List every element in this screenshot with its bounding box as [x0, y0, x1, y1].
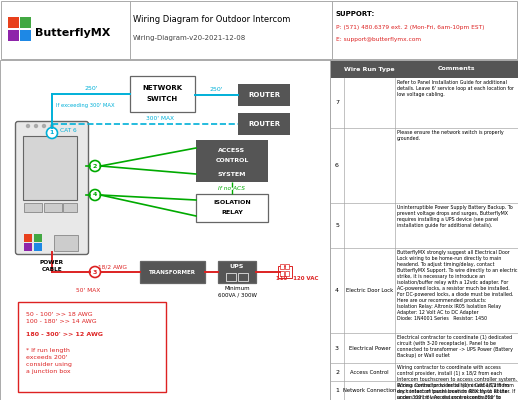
Circle shape — [90, 160, 100, 172]
Text: SYSTEM: SYSTEM — [218, 172, 246, 176]
Text: 110 - 120 VAC: 110 - 120 VAC — [276, 276, 319, 280]
Bar — [238, 113, 290, 135]
Bar — [34, 243, 42, 251]
Text: 1: 1 — [50, 130, 54, 136]
Text: 250': 250' — [210, 87, 223, 92]
Text: If no ACS: If no ACS — [219, 186, 246, 192]
Bar — [24, 203, 42, 212]
Text: ROUTER: ROUTER — [248, 121, 280, 127]
Text: 6: 6 — [335, 163, 339, 168]
Bar — [130, 76, 195, 112]
Text: Wiring Diagram for Outdoor Intercom: Wiring Diagram for Outdoor Intercom — [133, 16, 291, 24]
Text: 3: 3 — [93, 270, 97, 274]
Text: Wiring-Diagram-v20-2021-12-08: Wiring-Diagram-v20-2021-12-08 — [133, 35, 246, 41]
Text: 50 - 100' >> 18 AWG
100 - 180' >> 14 AWG: 50 - 100' >> 18 AWG 100 - 180' >> 14 AWG — [26, 312, 97, 324]
Bar — [238, 84, 290, 106]
Text: Access Control: Access Control — [350, 370, 389, 374]
Text: 3: 3 — [335, 346, 339, 350]
Text: ButterflyMX strongly suggest all Electrical Door Lock wiring to be home-run dire: ButterflyMX strongly suggest all Electri… — [397, 250, 517, 321]
Circle shape — [50, 124, 54, 128]
Text: ButterflyMX: ButterflyMX — [35, 28, 110, 38]
Text: Comments: Comments — [438, 66, 475, 72]
Text: Wire Run Type: Wire Run Type — [344, 66, 395, 72]
Text: 5: 5 — [335, 223, 339, 228]
Bar — [24, 234, 32, 242]
Bar — [20, 30, 31, 41]
Bar — [8, 17, 19, 28]
Bar — [24, 243, 32, 251]
Bar — [226, 273, 236, 281]
FancyBboxPatch shape — [16, 122, 89, 254]
Text: TRANSFORMER: TRANSFORMER — [149, 270, 196, 274]
Text: 4: 4 — [93, 192, 97, 198]
Bar — [330, 60, 518, 78]
Bar — [140, 261, 205, 283]
Text: ACCESS: ACCESS — [219, 148, 246, 152]
Text: RELAY: RELAY — [221, 210, 243, 216]
Circle shape — [42, 124, 46, 128]
Text: 50' MAX: 50' MAX — [76, 288, 100, 292]
Text: 180 - 300' >> 12 AWG: 180 - 300' >> 12 AWG — [26, 332, 103, 337]
Bar — [8, 30, 19, 41]
Text: Network Connection: Network Connection — [343, 388, 396, 393]
Text: Uninterruptible Power Supply Battery Backup. To prevent voltage drops and surges: Uninterruptible Power Supply Battery Bac… — [397, 205, 513, 228]
Bar — [218, 261, 256, 283]
Text: Refer to Panel Installation Guide for additional details. Leave 6' service loop : Refer to Panel Installation Guide for ad… — [397, 80, 514, 97]
Text: P: (571) 480.6379 ext. 2 (Mon-Fri, 6am-10pm EST): P: (571) 480.6379 ext. 2 (Mon-Fri, 6am-1… — [336, 24, 484, 30]
Text: If exceeding 300' MAX: If exceeding 300' MAX — [56, 102, 114, 108]
Bar — [280, 264, 284, 269]
Text: ISOLATION: ISOLATION — [213, 200, 251, 204]
Text: Minimum: Minimum — [224, 286, 250, 290]
Text: 1: 1 — [335, 388, 339, 393]
Text: SWITCH: SWITCH — [147, 96, 178, 102]
Bar — [285, 264, 289, 269]
Bar — [278, 266, 292, 278]
Text: CAT 6: CAT 6 — [60, 128, 77, 134]
Bar — [18, 302, 166, 392]
Text: NETWORK: NETWORK — [142, 85, 182, 91]
Circle shape — [26, 124, 30, 128]
Text: 4: 4 — [335, 288, 339, 293]
Text: 300' MAX: 300' MAX — [146, 116, 174, 121]
Text: E: support@butterflymx.com: E: support@butterflymx.com — [336, 38, 421, 42]
Bar — [238, 273, 248, 281]
Bar — [23, 136, 77, 200]
Text: ROUTER: ROUTER — [248, 92, 280, 98]
Text: 600VA / 300W: 600VA / 300W — [218, 292, 256, 298]
Bar — [196, 140, 268, 182]
Bar — [196, 194, 268, 222]
Bar — [20, 17, 31, 28]
Text: Electrical Power: Electrical Power — [349, 346, 391, 350]
Text: 2: 2 — [335, 370, 339, 374]
Text: Please ensure the network switch is properly grounded.: Please ensure the network switch is prop… — [397, 130, 503, 141]
Circle shape — [90, 190, 100, 200]
Bar — [54, 235, 78, 251]
Text: POWER
CABLE: POWER CABLE — [40, 260, 64, 272]
Text: * If run length
exceeds 200'
consider using
a junction box: * If run length exceeds 200' consider us… — [26, 348, 72, 374]
Text: Wiring contractor to install (1) x Cat5e/Cat6 from each intercom panel location : Wiring contractor to install (1) x Cat5e… — [397, 383, 515, 400]
Bar — [280, 271, 284, 276]
Circle shape — [34, 124, 38, 128]
Text: Electric Door Lock: Electric Door Lock — [346, 288, 393, 293]
Circle shape — [47, 128, 57, 138]
Bar — [285, 271, 289, 276]
Text: SUPPORT:: SUPPORT: — [336, 11, 375, 17]
Circle shape — [90, 266, 100, 278]
Text: CONTROL: CONTROL — [215, 158, 249, 164]
Bar — [63, 203, 77, 212]
Text: Wiring contractor to coordinate with access control provider, install (1) x 18/2: Wiring contractor to coordinate with acc… — [397, 365, 517, 400]
Bar — [44, 203, 62, 212]
Text: 7: 7 — [335, 100, 339, 106]
Bar — [34, 234, 42, 242]
Text: 250': 250' — [84, 86, 98, 91]
Text: 2: 2 — [93, 164, 97, 168]
Text: UPS: UPS — [230, 264, 244, 270]
Text: 18/2 AWG: 18/2 AWG — [97, 264, 126, 270]
Text: Electrical contractor to coordinate (1) dedicated circuit (with 3-20 receptacle): Electrical contractor to coordinate (1) … — [397, 335, 513, 358]
